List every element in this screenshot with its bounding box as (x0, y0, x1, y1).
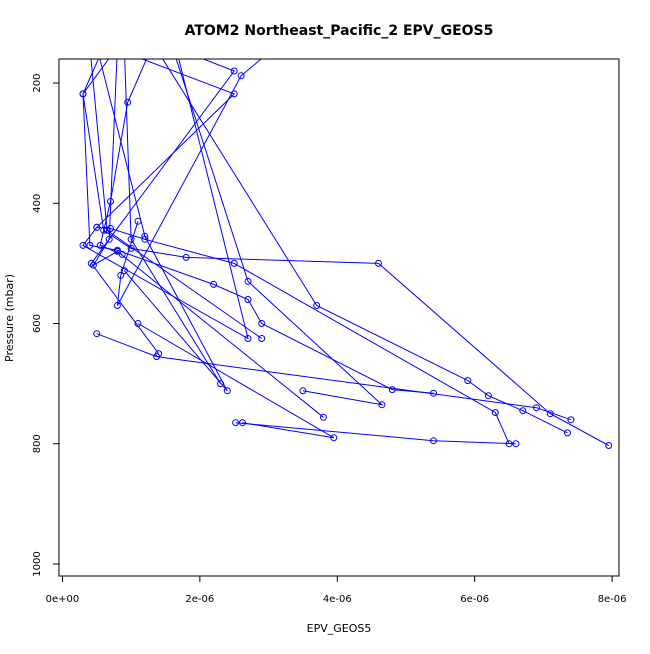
data-point (153, 353, 161, 361)
data-point (533, 404, 540, 412)
series-line (124, 59, 221, 384)
data-point (210, 280, 218, 288)
data-point (244, 277, 252, 285)
x-tick-label: 2e-06 (185, 594, 214, 605)
series-line (116, 59, 262, 306)
x-axis: 0e+00 2e-06 4e-06 6e-06 8e-06 (46, 575, 627, 605)
data-point (484, 392, 492, 400)
data-point (375, 259, 382, 267)
y-axis: 200 400 600 800 1000 (32, 73, 60, 577)
y-tick-label: 1000 (32, 551, 43, 576)
data-point (244, 296, 252, 303)
series-line (162, 59, 568, 434)
y-tick-label: 400 (32, 194, 43, 213)
x-tick-label: 0e+00 (46, 594, 80, 605)
chart-title: ATOM2 Northeast_Pacific_2 EPV_GEOS5 (185, 23, 494, 39)
y-tick-label: 800 (32, 434, 43, 453)
data-point (313, 302, 321, 309)
series-line (137, 323, 335, 439)
data-point (320, 413, 327, 421)
x-axis-label: EPV_GEOS5 (307, 622, 372, 635)
data-point (87, 259, 95, 267)
data-point (96, 241, 104, 249)
data-point (299, 387, 307, 395)
data-point (230, 67, 238, 75)
data-point (79, 90, 87, 98)
series-line (82, 59, 609, 446)
data-point (105, 235, 113, 243)
data-point (93, 223, 101, 231)
data-point (244, 335, 252, 342)
data-point (519, 407, 527, 415)
data-point (605, 442, 613, 449)
data-point (182, 253, 190, 261)
data-point (430, 437, 437, 445)
data-point (378, 401, 386, 409)
series-line (96, 333, 572, 421)
data-point (464, 377, 472, 385)
series-line (82, 59, 249, 340)
y-axis-label: Pressure (mbar) (3, 274, 16, 362)
data-point (124, 98, 132, 106)
series-line (82, 59, 434, 394)
data-point (230, 259, 238, 267)
data-point (237, 72, 245, 80)
data-point (134, 320, 142, 327)
y-tick-label: 200 (32, 73, 43, 92)
series-line (90, 59, 235, 354)
data-point (127, 235, 135, 243)
data-point (223, 387, 231, 395)
data-point (217, 380, 224, 388)
data-point (118, 250, 126, 258)
data-point (107, 198, 114, 205)
series-line (175, 59, 384, 406)
data-point (564, 429, 571, 437)
data-point (567, 416, 575, 424)
data-point (89, 261, 97, 269)
data-point (113, 302, 121, 309)
data-point (330, 434, 338, 442)
data-point (141, 232, 149, 240)
series-line (99, 59, 148, 255)
data-point (86, 241, 94, 249)
series-line (99, 59, 228, 392)
data-point (79, 241, 87, 249)
x-tick-label: 8e-06 (598, 594, 627, 605)
data-point (258, 320, 266, 327)
data-point (232, 419, 240, 427)
data-point (127, 244, 135, 252)
series-line (90, 59, 262, 339)
data-point (258, 335, 266, 342)
data-point (107, 225, 114, 232)
data-point (388, 386, 396, 394)
data-point (103, 226, 111, 234)
plot-area (79, 59, 613, 449)
series-line (235, 422, 516, 445)
x-tick-label: 6e-06 (460, 594, 489, 605)
data-point (117, 271, 125, 279)
y-tick-label: 600 (32, 314, 43, 333)
data-point (93, 330, 101, 338)
series-line (95, 59, 510, 444)
data-point (512, 440, 520, 448)
x-tick-label: 4e-06 (323, 594, 352, 605)
data-point (491, 409, 499, 416)
